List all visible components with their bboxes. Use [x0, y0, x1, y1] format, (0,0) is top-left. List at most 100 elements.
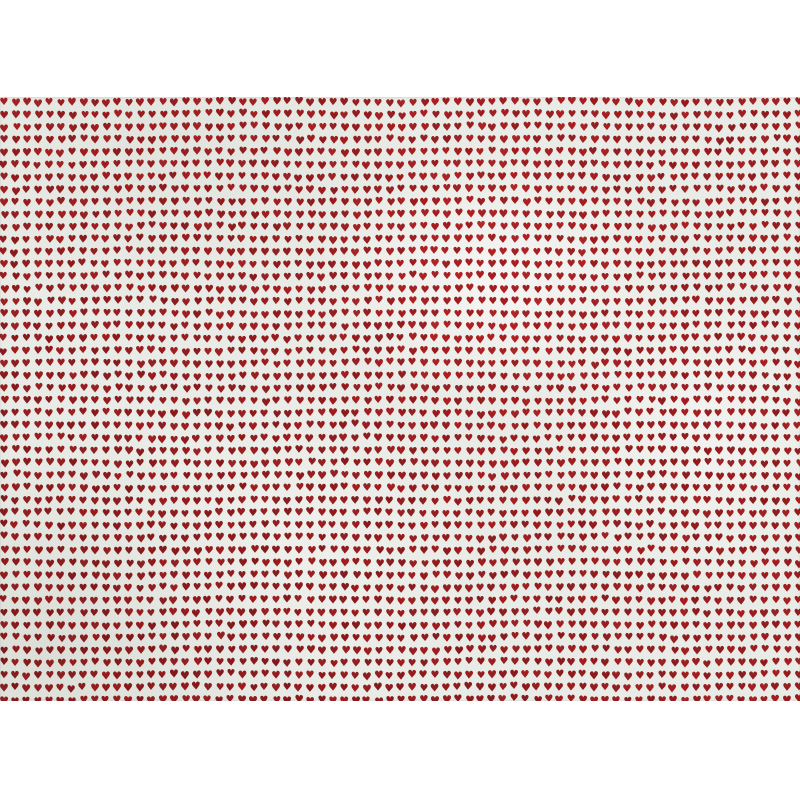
heart-icon: ♥ — [317, 595, 326, 606]
heart-icon: ♥ — [397, 609, 406, 620]
heart-icon: ♥ — [465, 570, 475, 583]
heart-icon: ♥ — [373, 246, 383, 258]
heart-icon: ♥ — [771, 383, 781, 395]
heart-icon: ♥ — [465, 396, 474, 407]
heart-icon: ♥ — [260, 196, 270, 208]
heart-icon: ♥ — [431, 520, 440, 531]
heart-icon: ♥ — [318, 370, 328, 382]
heart-icon: ♥ — [703, 583, 712, 595]
heart-icon: ♥ — [453, 520, 462, 532]
heart-icon: ♥ — [45, 121, 55, 134]
heart-icon: ♥ — [125, 459, 134, 470]
heart-icon: ♥ — [112, 245, 121, 256]
heart-icon: ♥ — [771, 97, 781, 109]
heart-icon: ♥ — [499, 568, 509, 581]
heart-icon: ♥ — [68, 658, 77, 669]
heart-icon: ♥ — [431, 632, 440, 643]
heart-icon: ♥ — [612, 273, 621, 284]
heart-icon: ♥ — [715, 571, 724, 582]
heart-icon: ♥ — [658, 222, 668, 234]
heart-icon: ♥ — [635, 632, 644, 643]
heart-icon: ♥ — [680, 481, 690, 494]
heart-icon: ♥ — [112, 420, 121, 431]
heart-icon: ♥ — [203, 159, 213, 171]
heart-icon: ♥ — [293, 172, 303, 185]
heart-icon: ♥ — [295, 619, 304, 631]
heart-icon: ♥ — [794, 108, 800, 119]
heart-icon: ♥ — [419, 308, 429, 320]
heart-icon: ♥ — [236, 606, 247, 619]
heart-icon: ♥ — [691, 246, 701, 258]
heart-icon: ♥ — [544, 408, 553, 419]
heart-icon: ♥ — [136, 670, 145, 681]
heart-icon: ♥ — [442, 446, 451, 457]
heart-icon: ♥ — [645, 507, 655, 519]
heart-icon: ♥ — [646, 334, 655, 345]
heart-icon: ♥ — [760, 97, 770, 109]
heart-icon: ♥ — [192, 507, 202, 520]
heart-icon: ♥ — [567, 569, 576, 580]
heart-icon: ♥ — [406, 432, 417, 445]
heart-icon: ♥ — [45, 670, 54, 681]
heart-icon: ♥ — [237, 346, 246, 357]
heart-icon: ♥ — [374, 234, 383, 245]
heart-icon: ♥ — [588, 146, 598, 158]
heart-icon: ♥ — [577, 334, 586, 346]
heart-icon: ♥ — [305, 519, 315, 531]
heart-icon: ♥ — [522, 619, 531, 630]
heart-icon: ♥ — [293, 608, 302, 619]
heart-icon: ♥ — [681, 470, 691, 483]
heart-icon: ♥ — [226, 694, 235, 701]
heart-icon: ♥ — [272, 408, 282, 420]
heart-icon: ♥ — [578, 643, 588, 656]
heart-icon: ♥ — [204, 358, 214, 370]
heart-icon: ♥ — [374, 309, 383, 320]
heart-icon: ♥ — [623, 645, 633, 657]
heart-icon: ♥ — [306, 284, 317, 297]
heart-icon: ♥ — [112, 458, 122, 471]
heart-icon: ♥ — [294, 433, 303, 444]
heart-icon: ♥ — [283, 395, 293, 407]
heart-icon: ♥ — [737, 108, 747, 121]
heart-icon: ♥ — [226, 619, 236, 632]
heart-icon: ♥ — [250, 396, 259, 407]
heart-icon: ♥ — [477, 296, 486, 307]
heart-icon: ♥ — [45, 557, 55, 570]
heart-icon: ♥ — [237, 520, 246, 531]
heart-icon: ♥ — [747, 344, 757, 357]
heart-icon: ♥ — [260, 309, 270, 321]
heart-icon: ♥ — [794, 145, 800, 157]
heart-icon: ♥ — [362, 645, 373, 658]
heart-icon: ♥ — [238, 384, 247, 395]
heart-icon: ♥ — [703, 633, 712, 644]
heart-icon: ♥ — [22, 383, 32, 395]
heart-icon: ♥ — [601, 395, 610, 406]
heart-icon: ♥ — [102, 282, 112, 295]
heart-icon: ♥ — [317, 518, 327, 531]
heart-icon: ♥ — [714, 159, 724, 171]
heart-icon: ♥ — [44, 172, 54, 185]
heart-icon: ♥ — [157, 334, 167, 346]
heart-icon: ♥ — [680, 620, 690, 633]
heart-icon: ♥ — [646, 671, 655, 682]
heart-icon: ♥ — [91, 633, 100, 644]
heart-icon: ♥ — [261, 530, 271, 543]
heart-icon: ♥ — [714, 258, 724, 271]
heart-icon: ♥ — [237, 445, 247, 458]
heart-icon: ♥ — [521, 495, 531, 508]
heart-icon: ♥ — [724, 146, 734, 159]
heart-icon: ♥ — [180, 657, 190, 669]
heart-icon: ♥ — [317, 656, 327, 669]
heart-icon: ♥ — [316, 171, 326, 184]
heart-icon: ♥ — [89, 333, 98, 344]
heart-icon: ♥ — [409, 295, 419, 307]
heart-icon: ♥ — [600, 618, 610, 631]
heart-icon: ♥ — [226, 668, 235, 679]
heart-icon: ♥ — [249, 508, 258, 519]
heart-icon: ♥ — [340, 394, 350, 406]
heart-icon: ♥ — [475, 269, 485, 282]
heart-icon: ♥ — [669, 558, 678, 569]
heart-icon: ♥ — [67, 621, 77, 633]
heart-icon: ♥ — [114, 382, 123, 394]
heart-icon: ♥ — [783, 281, 793, 294]
